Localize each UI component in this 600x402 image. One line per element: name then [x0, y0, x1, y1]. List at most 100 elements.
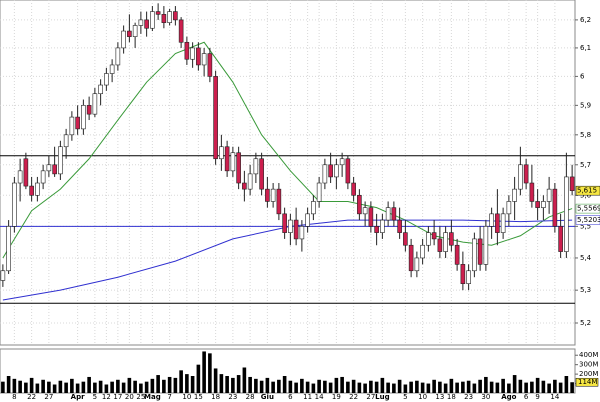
volume-bar	[311, 383, 316, 393]
candle-body	[201, 53, 207, 66]
volume-bar	[300, 378, 304, 393]
candle-body	[23, 158, 29, 187]
candle-body	[414, 257, 420, 272]
candle-body	[403, 232, 408, 246]
volume-bar	[81, 381, 86, 393]
x-tick-label: 19	[332, 393, 341, 401]
volume-bar	[495, 382, 500, 393]
volume-bar	[374, 381, 379, 393]
volume-bar	[547, 383, 551, 393]
volume-bar	[438, 381, 442, 393]
candle-body	[368, 207, 374, 227]
volume-bar	[415, 380, 419, 393]
volume-bar	[288, 380, 293, 393]
volume-bar	[530, 381, 534, 393]
volume-bar	[449, 378, 454, 393]
candle-body	[564, 176, 569, 252]
candle-body	[17, 170, 23, 184]
volume-bar	[420, 382, 425, 393]
volume-bar	[18, 380, 22, 393]
y-tick-label: 5,9	[580, 101, 591, 109]
volume-bar	[248, 376, 252, 393]
candle-body	[127, 30, 132, 37]
volume-bar	[242, 367, 247, 393]
candle-body	[247, 173, 253, 190]
candle-body	[345, 158, 351, 184]
volume-bar	[75, 383, 80, 393]
candle-body	[529, 182, 535, 202]
volume-bar	[93, 382, 97, 393]
volume-bar	[277, 379, 281, 393]
x-tick-label: 7	[167, 393, 171, 401]
candle-body	[213, 76, 218, 160]
candle-body	[178, 19, 184, 43]
y-tick-label: 6,2	[580, 16, 591, 24]
volume-bar	[190, 376, 195, 393]
volume-bar	[403, 384, 408, 393]
candle-body	[431, 232, 437, 240]
volume-panel	[0, 348, 576, 394]
y-tick-label: 5,5	[580, 222, 591, 230]
volume-bar	[466, 380, 471, 393]
candle-body	[293, 219, 299, 240]
volume-bar	[351, 379, 356, 393]
volume-bar	[461, 381, 465, 393]
y-tick-label: 5,7	[580, 161, 591, 169]
volume-bar	[541, 380, 546, 393]
candle-body	[500, 213, 506, 233]
candle-body	[506, 201, 512, 215]
x-tick-label: 22	[27, 393, 36, 401]
candle-body	[541, 201, 546, 208]
volume-bar	[507, 383, 511, 393]
volume-bar	[259, 380, 264, 393]
volume-bar	[133, 380, 137, 393]
volume-bar	[478, 379, 482, 393]
volume-bar	[570, 382, 574, 393]
x-tick-label: 15	[194, 393, 203, 401]
volume-bar	[455, 382, 459, 393]
volume-bar	[317, 379, 321, 393]
volume-bar	[518, 379, 523, 393]
volume-bar	[213, 368, 218, 393]
candle-body	[437, 238, 443, 252]
volume-tick-label: 300M	[579, 361, 598, 369]
volume-bar	[52, 384, 57, 393]
candle-body	[426, 232, 431, 246]
volume-bar	[98, 380, 103, 393]
volume-bar	[41, 379, 45, 393]
candle-body	[40, 170, 46, 184]
candle-body	[138, 19, 144, 26]
x-tick-label: 13	[435, 393, 444, 401]
candle-body	[12, 182, 17, 227]
volume-bar	[47, 381, 51, 393]
candle-body	[190, 47, 195, 60]
volume-bar	[196, 364, 201, 393]
volume-bar	[346, 381, 350, 393]
volume-bar	[484, 376, 488, 393]
candle-body	[132, 25, 138, 37]
volume-bar	[236, 375, 241, 393]
volume-bar	[340, 376, 344, 393]
candle-body	[184, 41, 190, 60]
candle-body	[230, 152, 236, 172]
candle-body	[276, 188, 282, 215]
volume-bar	[58, 380, 63, 393]
volume-bar	[254, 378, 258, 393]
x-tick-label: 30	[481, 393, 490, 401]
volume-tick-label: 200M	[579, 370, 598, 378]
x-tick-label: 27	[44, 393, 53, 401]
volume-bar	[185, 374, 189, 393]
candle-body	[351, 182, 356, 196]
volume-bar	[110, 381, 114, 393]
volume-bar	[558, 382, 563, 393]
volume-bar	[116, 379, 120, 393]
candle-body	[552, 188, 558, 227]
candle-body	[397, 219, 402, 233]
volume-bar	[150, 378, 155, 393]
volume-bar	[6, 376, 11, 393]
x-tick-label: Mag	[144, 393, 161, 401]
candle-body	[282, 213, 287, 233]
volume-bar	[202, 351, 206, 393]
volume-bar	[386, 382, 390, 393]
candle-body	[150, 11, 155, 29]
